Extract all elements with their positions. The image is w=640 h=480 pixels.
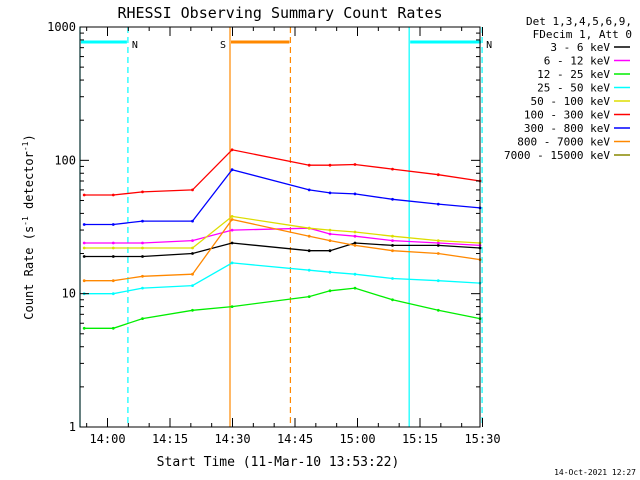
flag-n-0: N: [79, 27, 138, 427]
series-300-800keV: [82, 168, 482, 226]
legend-label-2: 12 - 25 keV: [537, 68, 610, 81]
observing-flags: N NS: [79, 27, 492, 427]
legend-label-0: 3 - 6 keV: [550, 41, 610, 54]
flag-label: S: [220, 40, 226, 51]
series-line: [84, 262, 481, 295]
legend-label-5: 100 - 300 keV: [524, 109, 610, 122]
y-axis-label: Count Rate (s-1 detector-1): [21, 134, 36, 319]
legend-label-6: 300 - 800 keV: [524, 122, 610, 135]
flag-label: N: [486, 40, 492, 51]
x-tick-label-5: 15:15: [402, 432, 438, 446]
series-line: [84, 242, 481, 258]
series-line: [84, 215, 481, 249]
flag-n-1: N: [408, 27, 492, 427]
series-lines: [82, 148, 482, 330]
series-line: [84, 149, 481, 196]
x-tick-label-0: 14:00: [89, 432, 125, 446]
y-tick-label-0: 1: [69, 420, 76, 434]
series-25-50keV: [82, 261, 482, 296]
y-tick-label-1: 10: [62, 287, 76, 301]
legend-header-1: FDecim 1, Att 0: [533, 28, 632, 41]
legend: Det 1,3,4,5,6,9,FDecim 1, Att 03 - 6 keV…: [504, 15, 632, 162]
chart-title: RHESSI Observing Summary Count Rates: [117, 4, 442, 22]
legend-label-1: 6 - 12 keV: [544, 55, 611, 68]
series-100-300keV: [82, 148, 482, 197]
legend-label-8: 7000 - 15000 keV: [504, 149, 610, 162]
series-line: [84, 218, 481, 282]
x-axis-label: Start Time (11-Mar-10 13:53:22): [157, 455, 400, 470]
series-800-7000keV: [82, 218, 482, 283]
legend-header-0: Det 1,3,4,5,6,9,: [526, 15, 632, 28]
timestamp: 14-Oct-2021 12:27: [554, 468, 636, 477]
flag-label: N: [132, 40, 138, 51]
series-3-6keV: [82, 241, 482, 258]
axes: 1 10 100 1000 14:00 14:15 14:30 14:45 15:00 15:15…: [47, 20, 500, 446]
series-line: [84, 168, 481, 226]
series-line: [84, 287, 481, 329]
legend-label-4: 50 - 100 keV: [531, 95, 611, 108]
flag-s-2: S: [220, 27, 292, 427]
plot-frame: [79, 26, 481, 428]
x-tick-label-3: 14:45: [277, 432, 313, 446]
y-tick-label-2: 100: [54, 153, 76, 167]
x-tick-label-1: 14:15: [152, 432, 188, 446]
series-12-25keV: [82, 286, 482, 330]
legend-label-7: 800 - 7000 keV: [517, 136, 610, 149]
legend-label-3: 25 - 50 keV: [537, 82, 610, 95]
x-tick-label-2: 14:30: [214, 432, 250, 446]
x-tick-label-4: 15:00: [339, 432, 375, 446]
x-tick-label-6: 15:30: [464, 432, 500, 446]
y-tick-label-3: 1000: [47, 20, 76, 34]
